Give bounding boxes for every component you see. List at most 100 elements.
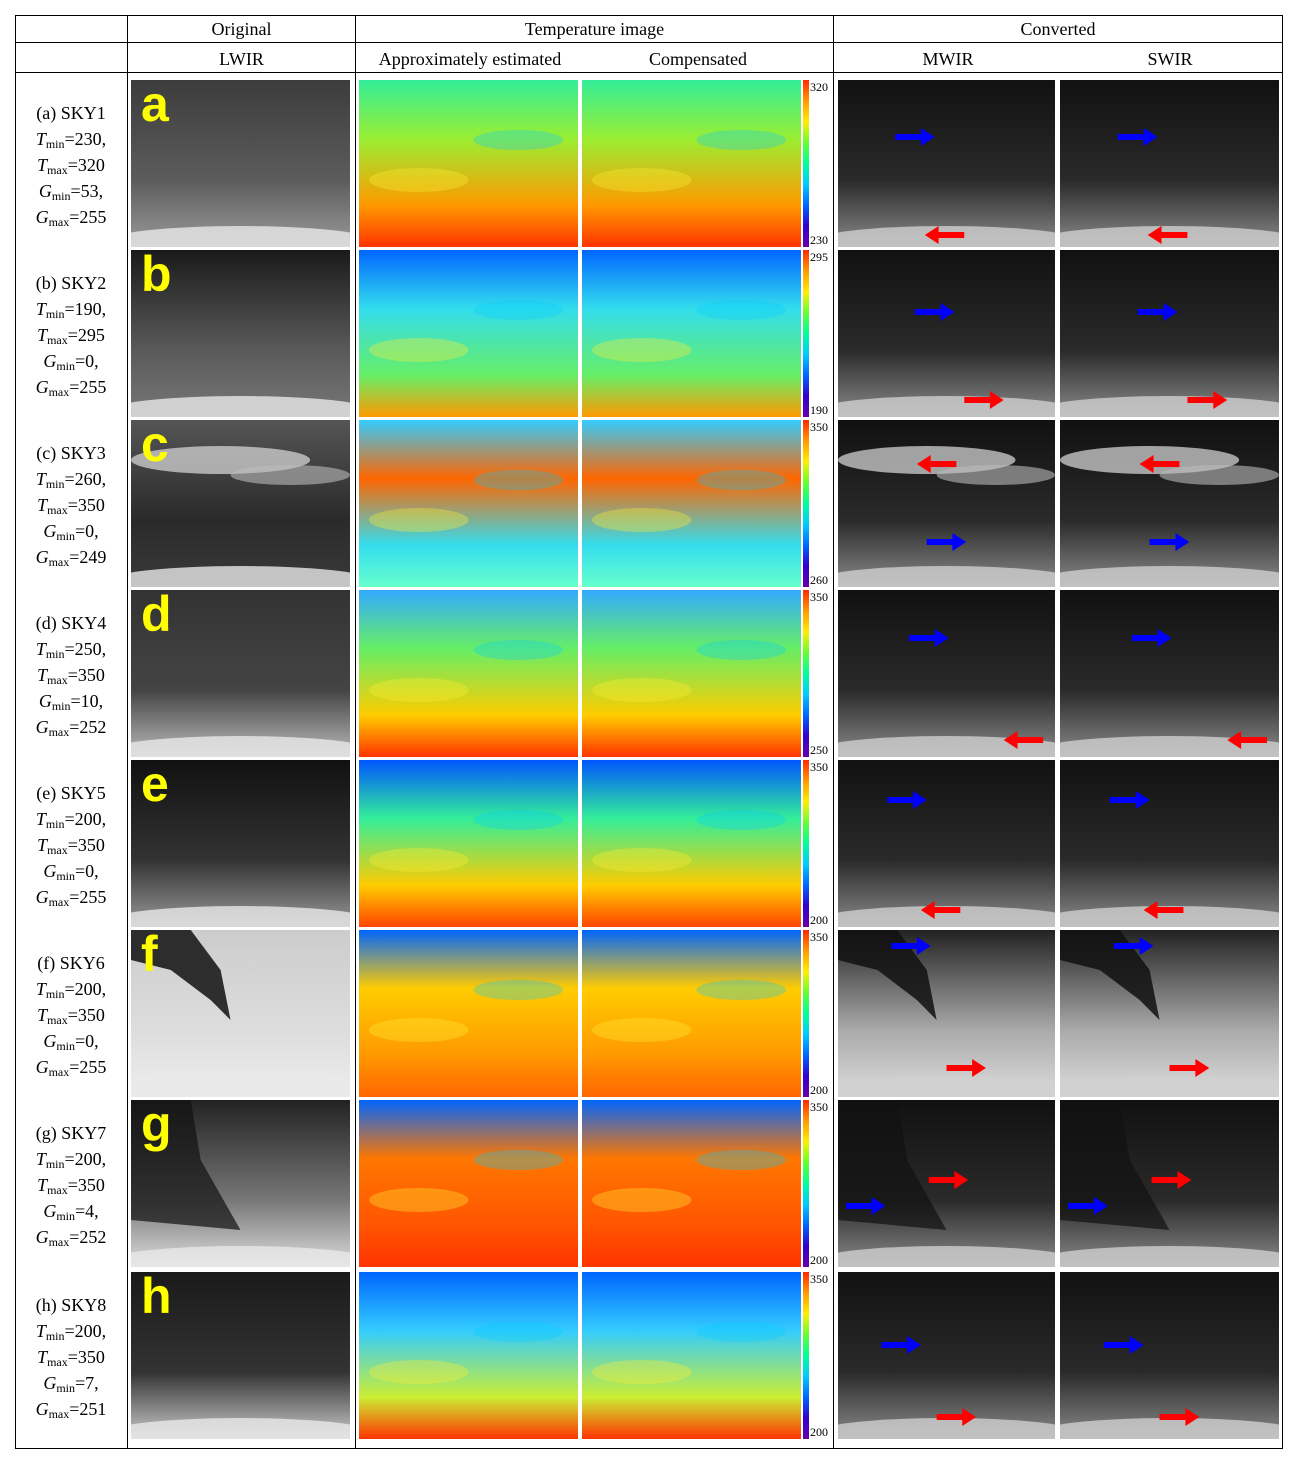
column-divider-2 (355, 15, 356, 1449)
gmax-value: 255 (79, 887, 107, 907)
row-parameters: (e) SKY5 Tmin=200, Tmax=350 Gmin=0, Gmax=255 (18, 780, 124, 910)
row-label: (a) SKY1 (18, 100, 124, 126)
mwir-image (838, 250, 1055, 417)
approx-temperature-image (359, 590, 578, 757)
gmin-value: 0 (85, 521, 95, 541)
gmin-value: 7 (85, 1373, 95, 1393)
panel-letter: a (141, 80, 169, 132)
colorbar (803, 1272, 809, 1439)
tmin-value: 200 (74, 1149, 102, 1169)
gmin-line: Gmin=0, (43, 861, 99, 883)
colorbar-max-label: 350 (810, 590, 828, 604)
colorbar (803, 930, 809, 1097)
tmin-line: Tmin=200, (35, 979, 107, 1001)
colorbar (803, 420, 809, 587)
tmax-value: 350 (77, 495, 105, 515)
row-label-text: (h) SKY8 (35, 1295, 107, 1315)
row-label-text: (b) SKY2 (35, 273, 107, 293)
colorbar (803, 250, 809, 417)
gmin-value: 0 (85, 861, 95, 881)
lwir-image: b (131, 250, 350, 417)
panel-letter: b (141, 250, 172, 302)
tmin-value: 200 (74, 979, 102, 999)
row-parameters: (a) SKY1 Tmin=230, Tmax=320 Gmin=53, Gmax=25… (18, 100, 124, 230)
tmax-value: 295 (77, 325, 105, 345)
header-lwir: LWIR (219, 49, 264, 69)
tmin-line: Tmin=190, (35, 299, 107, 321)
gmin-value: 53 (80, 181, 99, 201)
gmin-line: Gmin=10, (38, 691, 104, 713)
compensated-temperature-image (582, 1272, 801, 1439)
approx-temperature-image (359, 1100, 578, 1267)
row-parameters: (g) SKY7 Tmin=200, Tmax=350 Gmin=4, Gmax=252 (18, 1120, 124, 1250)
row-label: (e) SKY5 (18, 780, 124, 806)
compensated-temperature-image (582, 80, 801, 247)
row-label-text: (a) SKY1 (36, 103, 106, 123)
row-label-text: (f) SKY6 (37, 953, 105, 973)
panel-letter: d (141, 590, 172, 642)
header-converted: Converted (1020, 19, 1096, 39)
tmin-line: Tmin=260, (35, 469, 107, 491)
tmin-line: Tmin=250, (35, 639, 107, 661)
lwir-image: d (131, 590, 350, 757)
table-border-top (15, 15, 1283, 16)
colorbar (803, 760, 809, 927)
approx-temperature-image (359, 80, 578, 247)
table-border-bottom (15, 1448, 1283, 1449)
row-label-text: (c) SKY3 (36, 443, 106, 463)
header-mwir: MWIR (922, 49, 974, 69)
compensated-temperature-image (582, 760, 801, 927)
gmax-value: 255 (79, 1057, 107, 1077)
gmax-value: 249 (79, 547, 107, 567)
approx-temperature-image (359, 760, 578, 927)
tmax-line: Tmax=350 (37, 1347, 105, 1369)
table-border-left (15, 15, 16, 1449)
tmax-value: 350 (77, 1005, 105, 1025)
swir-image (1060, 590, 1279, 757)
panel-letter: g (141, 1100, 172, 1152)
gmin-value: 4 (85, 1201, 95, 1221)
mwir-image (838, 1100, 1055, 1267)
approx-temperature-image (359, 420, 578, 587)
tmin-value: 200 (74, 1321, 102, 1341)
panel-letter: e (141, 760, 169, 812)
column-divider-3 (833, 15, 834, 1449)
gmax-line: Gmax=255 (35, 887, 107, 909)
swir-image (1060, 420, 1279, 587)
gmax-line: Gmax=255 (35, 207, 107, 229)
row-label: (g) SKY7 (18, 1120, 124, 1146)
colorbar-min-label: 260 (810, 573, 828, 587)
tmin-value: 190 (74, 299, 102, 319)
gmax-line: Gmax=251 (35, 1399, 107, 1421)
row-label-text: (g) SKY7 (35, 1123, 107, 1143)
tmin-value: 200 (74, 809, 102, 829)
approx-temperature-image (359, 250, 578, 417)
mwir-image (838, 760, 1055, 927)
lwir-image: g (131, 1100, 350, 1267)
swir-image (1060, 1100, 1279, 1267)
header-divider (15, 42, 1283, 43)
row-label: (d) SKY4 (18, 610, 124, 636)
tmax-value: 320 (77, 155, 105, 175)
colorbar (803, 1100, 809, 1267)
gmin-line: Gmin=53, (38, 181, 104, 203)
gmax-line: Gmax=255 (35, 1057, 107, 1079)
gmin-value: 10 (80, 691, 99, 711)
header-temperature-image: Temperature image (524, 19, 665, 39)
header-original: Original (211, 19, 272, 39)
panel-letter: h (141, 1272, 172, 1324)
tmax-value: 350 (77, 665, 105, 685)
lwir-image: c (131, 420, 350, 587)
swir-image (1060, 80, 1279, 247)
header-bottom (15, 72, 1283, 73)
gmin-line: Gmin=0, (43, 351, 99, 373)
gmax-value: 255 (79, 377, 107, 397)
row-parameters: (b) SKY2 Tmin=190, Tmax=295 Gmin=0, Gmax=255 (18, 270, 124, 400)
colorbar-min-label: 250 (810, 743, 828, 757)
approx-temperature-image (359, 930, 578, 1097)
mwir-image (838, 930, 1055, 1097)
panel-letter: f (141, 930, 158, 982)
colorbar-max-label: 295 (810, 250, 828, 264)
tmin-line: Tmin=200, (35, 809, 107, 831)
colorbar-min-label: 200 (810, 913, 828, 927)
